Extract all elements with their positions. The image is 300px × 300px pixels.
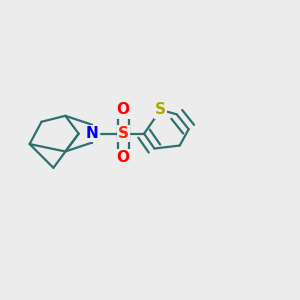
Text: N: N [86,126,98,141]
Text: S: S [118,126,129,141]
Text: O: O [117,150,130,165]
Text: O: O [117,102,130,117]
Text: S: S [155,102,166,117]
